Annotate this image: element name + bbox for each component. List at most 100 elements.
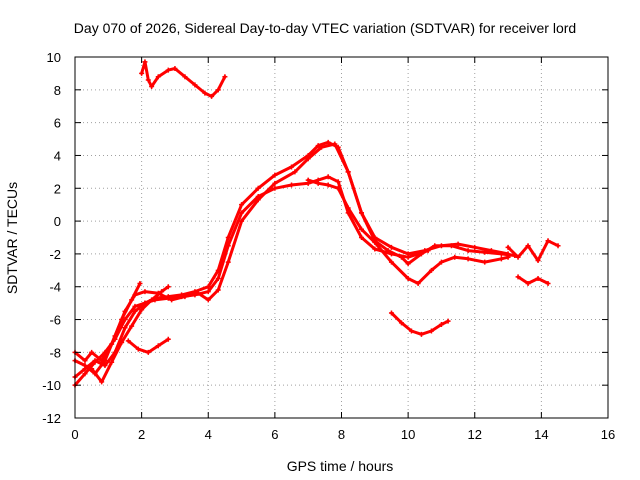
data-point bbox=[165, 284, 171, 290]
data-point bbox=[182, 294, 188, 300]
series-track-5 bbox=[89, 284, 171, 385]
data-point bbox=[129, 323, 135, 329]
series-line bbox=[306, 178, 510, 285]
data-point bbox=[195, 290, 201, 296]
x-tick-label: 2 bbox=[138, 427, 145, 442]
y-tick-label: -6 bbox=[49, 313, 61, 328]
data-point bbox=[345, 169, 351, 175]
data-point bbox=[455, 241, 461, 247]
data-point bbox=[205, 284, 211, 290]
data-point bbox=[325, 139, 331, 145]
data-point bbox=[319, 144, 325, 150]
data-point bbox=[192, 82, 198, 88]
x-tick-label: 8 bbox=[338, 427, 345, 442]
grid bbox=[75, 57, 608, 418]
data-point bbox=[205, 297, 211, 303]
series-track-7 bbox=[139, 59, 228, 99]
data-point bbox=[255, 197, 261, 203]
data-point bbox=[398, 320, 404, 326]
data-point bbox=[482, 259, 488, 265]
y-axis-label: SDTVAR / TECUs bbox=[4, 182, 20, 294]
data-point bbox=[255, 185, 261, 191]
data-point bbox=[525, 280, 531, 286]
data-point bbox=[135, 346, 141, 352]
data-point bbox=[89, 366, 95, 372]
data-point bbox=[418, 251, 424, 257]
axis-ticks: 0 2 4 6 8 10 12 14 16 -12 -10 -8 -6 -4 -2 0 2 4 6 8 10 bbox=[42, 50, 615, 442]
x-tick-label: 10 bbox=[401, 427, 415, 442]
data-point bbox=[505, 244, 511, 250]
data-point bbox=[332, 141, 338, 147]
data-point bbox=[289, 182, 295, 188]
data-point bbox=[139, 307, 145, 313]
data-point bbox=[289, 164, 295, 170]
data-point bbox=[272, 172, 278, 178]
data-point bbox=[545, 280, 551, 286]
data-point bbox=[305, 177, 311, 183]
data-point bbox=[272, 180, 278, 186]
x-tick-label: 4 bbox=[205, 427, 212, 442]
data-point bbox=[119, 340, 125, 346]
data-point bbox=[82, 362, 88, 368]
data-point bbox=[315, 143, 321, 149]
data-point bbox=[125, 338, 131, 344]
series-line bbox=[73, 140, 510, 379]
y-tick-label: -10 bbox=[42, 378, 61, 393]
y-tick-label: 4 bbox=[54, 148, 61, 163]
plot-series bbox=[72, 59, 561, 388]
y-tick-label: 10 bbox=[47, 50, 61, 65]
data-point bbox=[515, 254, 521, 260]
data-point bbox=[139, 70, 145, 76]
data-point bbox=[452, 254, 458, 260]
x-tick-label: 6 bbox=[271, 427, 278, 442]
series-track-9 bbox=[388, 310, 451, 337]
data-point bbox=[472, 244, 478, 250]
data-point bbox=[515, 274, 521, 280]
data-point bbox=[145, 349, 151, 355]
data-point bbox=[372, 239, 378, 245]
series-line bbox=[73, 175, 430, 387]
data-point bbox=[388, 259, 394, 265]
data-point bbox=[132, 308, 138, 314]
data-point bbox=[405, 276, 411, 282]
data-point bbox=[438, 321, 444, 327]
data-point bbox=[209, 93, 215, 99]
data-point bbox=[448, 243, 454, 249]
y-tick-label: -4 bbox=[49, 280, 61, 295]
data-point bbox=[215, 267, 221, 273]
data-point bbox=[358, 226, 364, 232]
data-point bbox=[239, 202, 245, 208]
series-track-8 bbox=[305, 177, 511, 286]
data-point bbox=[82, 358, 88, 364]
data-point bbox=[92, 358, 98, 364]
data-point bbox=[388, 244, 394, 250]
y-tick-label: 8 bbox=[54, 83, 61, 98]
series-line bbox=[516, 275, 550, 285]
data-point bbox=[129, 297, 135, 303]
data-point bbox=[272, 185, 278, 191]
data-point bbox=[159, 289, 165, 295]
data-point bbox=[239, 218, 245, 224]
data-point bbox=[205, 289, 211, 295]
data-point bbox=[215, 287, 221, 293]
y-tick-label: -2 bbox=[49, 247, 61, 262]
data-point bbox=[428, 267, 434, 273]
data-point bbox=[385, 248, 391, 254]
series-track-10 bbox=[505, 238, 561, 263]
data-point bbox=[102, 362, 108, 368]
data-point bbox=[109, 341, 115, 347]
data-point bbox=[165, 336, 171, 342]
data-point bbox=[555, 243, 561, 249]
data-point bbox=[122, 325, 128, 331]
data-point bbox=[145, 77, 151, 83]
x-axis-label: GPS time / hours bbox=[287, 458, 394, 474]
data-point bbox=[325, 174, 331, 180]
data-point bbox=[405, 261, 411, 267]
data-point bbox=[149, 84, 155, 90]
data-point bbox=[169, 297, 175, 303]
series-track-11 bbox=[515, 274, 551, 286]
data-point bbox=[172, 65, 178, 71]
y-tick-label: 2 bbox=[54, 181, 61, 196]
data-point bbox=[372, 246, 378, 252]
